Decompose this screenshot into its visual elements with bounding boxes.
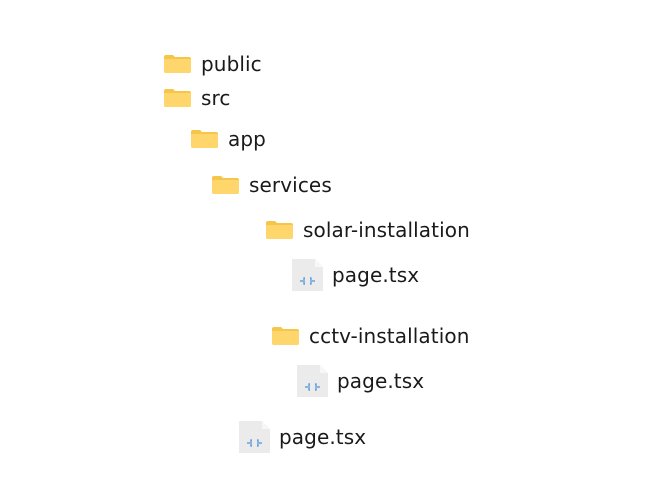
tree-node-label: page.tsx bbox=[337, 369, 425, 393]
tree-node-app-page[interactable]: page.tsx bbox=[239, 421, 366, 453]
tree-node-src[interactable]: src bbox=[164, 86, 231, 110]
tree-node-cctv-page[interactable]: page.tsx bbox=[297, 365, 424, 397]
folder-icon bbox=[164, 89, 191, 107]
folder-icon bbox=[164, 55, 191, 73]
code-file-icon bbox=[297, 365, 328, 397]
tree-node-label: cctv-installation bbox=[309, 324, 470, 348]
tree-node-label: app bbox=[228, 127, 266, 151]
tree-node-cctv-installation[interactable]: cctv-installation bbox=[272, 324, 469, 348]
tree-node-label: public bbox=[201, 52, 262, 76]
tree-node-label: services bbox=[249, 173, 332, 197]
tree-node-solar-page[interactable]: page.tsx bbox=[292, 259, 419, 291]
tree-node-services[interactable]: services bbox=[212, 173, 332, 197]
tree-node-app[interactable]: app bbox=[191, 127, 266, 151]
folder-icon bbox=[212, 176, 239, 194]
tree-node-label: solar-installation bbox=[303, 218, 470, 242]
folder-icon bbox=[266, 221, 293, 239]
code-file-icon bbox=[239, 421, 270, 453]
tree-node-public[interactable]: public bbox=[164, 52, 262, 76]
tree-node-solar-installation[interactable]: solar-installation bbox=[266, 218, 470, 242]
folder-icon bbox=[272, 327, 299, 345]
tree-node-label: page.tsx bbox=[332, 263, 420, 287]
code-file-icon bbox=[292, 259, 323, 291]
tree-node-label: src bbox=[201, 86, 231, 110]
folder-icon bbox=[191, 130, 218, 148]
tree-node-label: page.tsx bbox=[279, 425, 367, 449]
